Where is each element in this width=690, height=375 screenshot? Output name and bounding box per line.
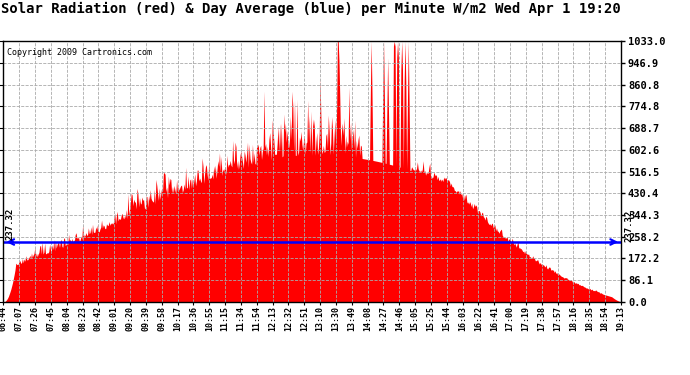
Text: 237.32: 237.32 (624, 210, 633, 242)
Text: Solar Radiation (red) & Day Average (blue) per Minute W/m2 Wed Apr 1 19:20: Solar Radiation (red) & Day Average (blu… (1, 2, 620, 16)
Text: 237.32: 237.32 (6, 208, 14, 240)
Text: Copyright 2009 Cartronics.com: Copyright 2009 Cartronics.com (6, 48, 152, 57)
